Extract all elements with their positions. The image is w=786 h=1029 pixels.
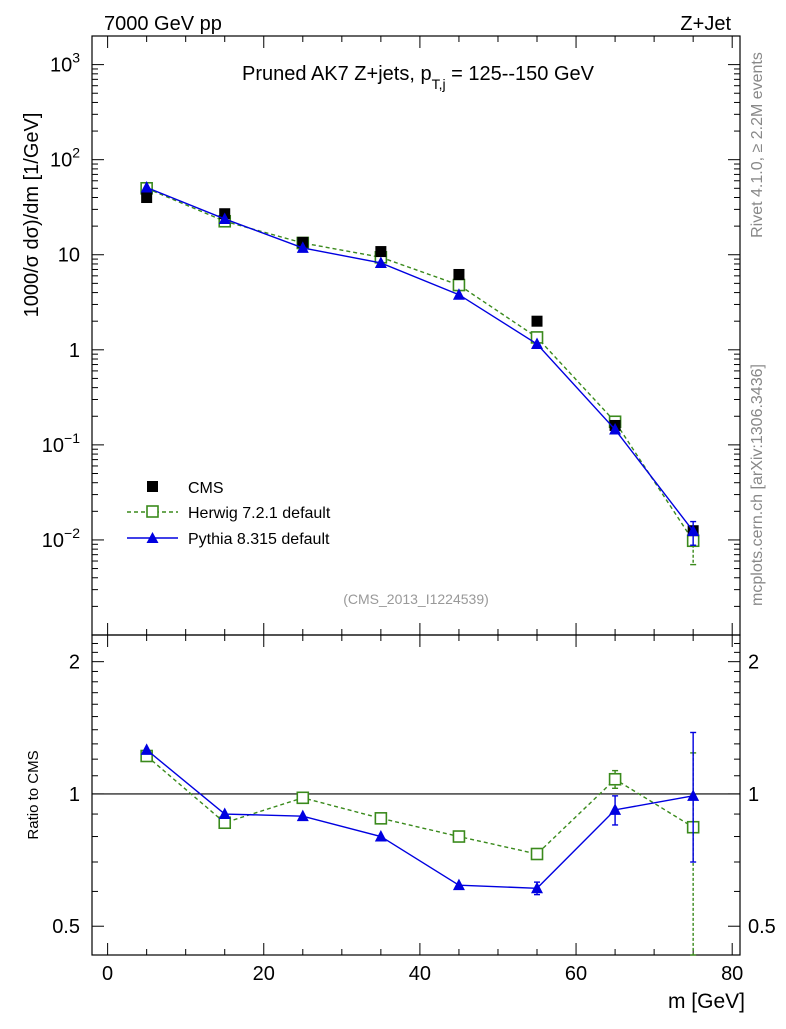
pythia-ratio-point xyxy=(140,743,153,755)
ratio-plot-frame xyxy=(91,634,741,956)
y-tick-label-main: 102 xyxy=(50,145,80,172)
y-tick-label-main: 10−2 xyxy=(42,525,80,552)
y-tick-label-ratio-right: 1 xyxy=(748,784,759,806)
y-tick-label-ratio-left: 2 xyxy=(69,652,80,674)
herwig-main-line xyxy=(146,187,694,542)
pythia-ratio-point xyxy=(296,809,309,822)
pythia-main-point xyxy=(140,180,153,193)
herwig-ratio-point xyxy=(296,791,310,805)
pythia-ratio-point xyxy=(452,878,465,891)
legend-marker-herwig xyxy=(146,505,159,518)
legend-label-pythia: Pythia 8.315 default xyxy=(188,531,330,548)
y-tick-label-ratio-left: 0.5 xyxy=(52,916,80,938)
herwig-ratio-line xyxy=(146,755,694,855)
mcplots-label: mcplots.cern.ch [arXiv:1306.3436] xyxy=(749,364,766,606)
pythia-main-line xyxy=(146,186,694,532)
y-tick-label-ratio-right: 2 xyxy=(748,652,759,674)
x-tick-label: 60 xyxy=(565,963,587,985)
legend-marker-cms xyxy=(147,481,158,492)
legend-marker-pythia xyxy=(146,532,159,543)
analysis-id: (CMS_2013_I1224539) xyxy=(343,591,489,607)
pythia-ratio-point xyxy=(609,803,622,815)
legend: CMS Herwig 7.2.1 default Pythia 8.315 de… xyxy=(127,480,331,548)
rivet-label: Rivet 4.1.0, ≥ 2.2M events xyxy=(749,52,766,238)
pythia-main-point xyxy=(374,256,387,268)
x-tick-label: 20 xyxy=(253,963,275,985)
y-tick-label-main: 1 xyxy=(69,340,80,362)
pythia-main-point xyxy=(296,241,309,253)
pythia-ratio-point xyxy=(531,881,544,894)
x-tick-label: 0 xyxy=(102,963,113,985)
process-label: Z+Jet xyxy=(680,13,731,35)
pythia-main-point xyxy=(218,212,231,224)
y-axis-label: 1000/σ dσ)/dm [1/GeV] xyxy=(21,113,43,318)
energy-label: 7000 GeV pp xyxy=(104,13,222,35)
pythia-main-point xyxy=(452,288,465,300)
pythia-ratio-point xyxy=(218,807,231,820)
cms-main-point xyxy=(141,192,153,204)
pythia-main-point xyxy=(531,337,544,350)
pythia-main-point xyxy=(609,423,622,435)
pythia-ratio-point xyxy=(687,789,700,801)
plot-title: Pruned AK7 Z+jets, pT,j = 125--150 GeV xyxy=(242,63,595,92)
pythia-ratio-point xyxy=(374,830,387,842)
x-tick-label: 40 xyxy=(409,963,431,985)
y-tick-label-ratio-left: 1 xyxy=(69,784,80,806)
herwig-ratio-point xyxy=(608,772,622,786)
y-tick-label-main: 10−1 xyxy=(42,430,80,457)
herwig-ratio-point xyxy=(530,847,544,861)
x-tick-label: 80 xyxy=(721,963,743,985)
pythia-main-point xyxy=(687,524,700,537)
y-tick-label-ratio-right: 0.5 xyxy=(748,916,776,938)
y-tick-label-main: 10 xyxy=(58,245,80,267)
ratio-y-label: Ratio to CMS xyxy=(25,750,42,839)
cms-main-point xyxy=(375,246,387,258)
cms-main-point xyxy=(453,268,465,280)
legend-label-cms: CMS xyxy=(188,480,224,497)
pythia-ratio-line xyxy=(146,749,694,889)
y-tick-label-main: 103 xyxy=(50,50,80,77)
herwig-ratio-point xyxy=(374,812,388,825)
x-axis-label: m [GeV] xyxy=(668,990,745,1013)
cms-main-point xyxy=(531,315,543,327)
legend-label-herwig: Herwig 7.2.1 default xyxy=(188,505,331,522)
herwig-ratio-point xyxy=(452,830,466,843)
